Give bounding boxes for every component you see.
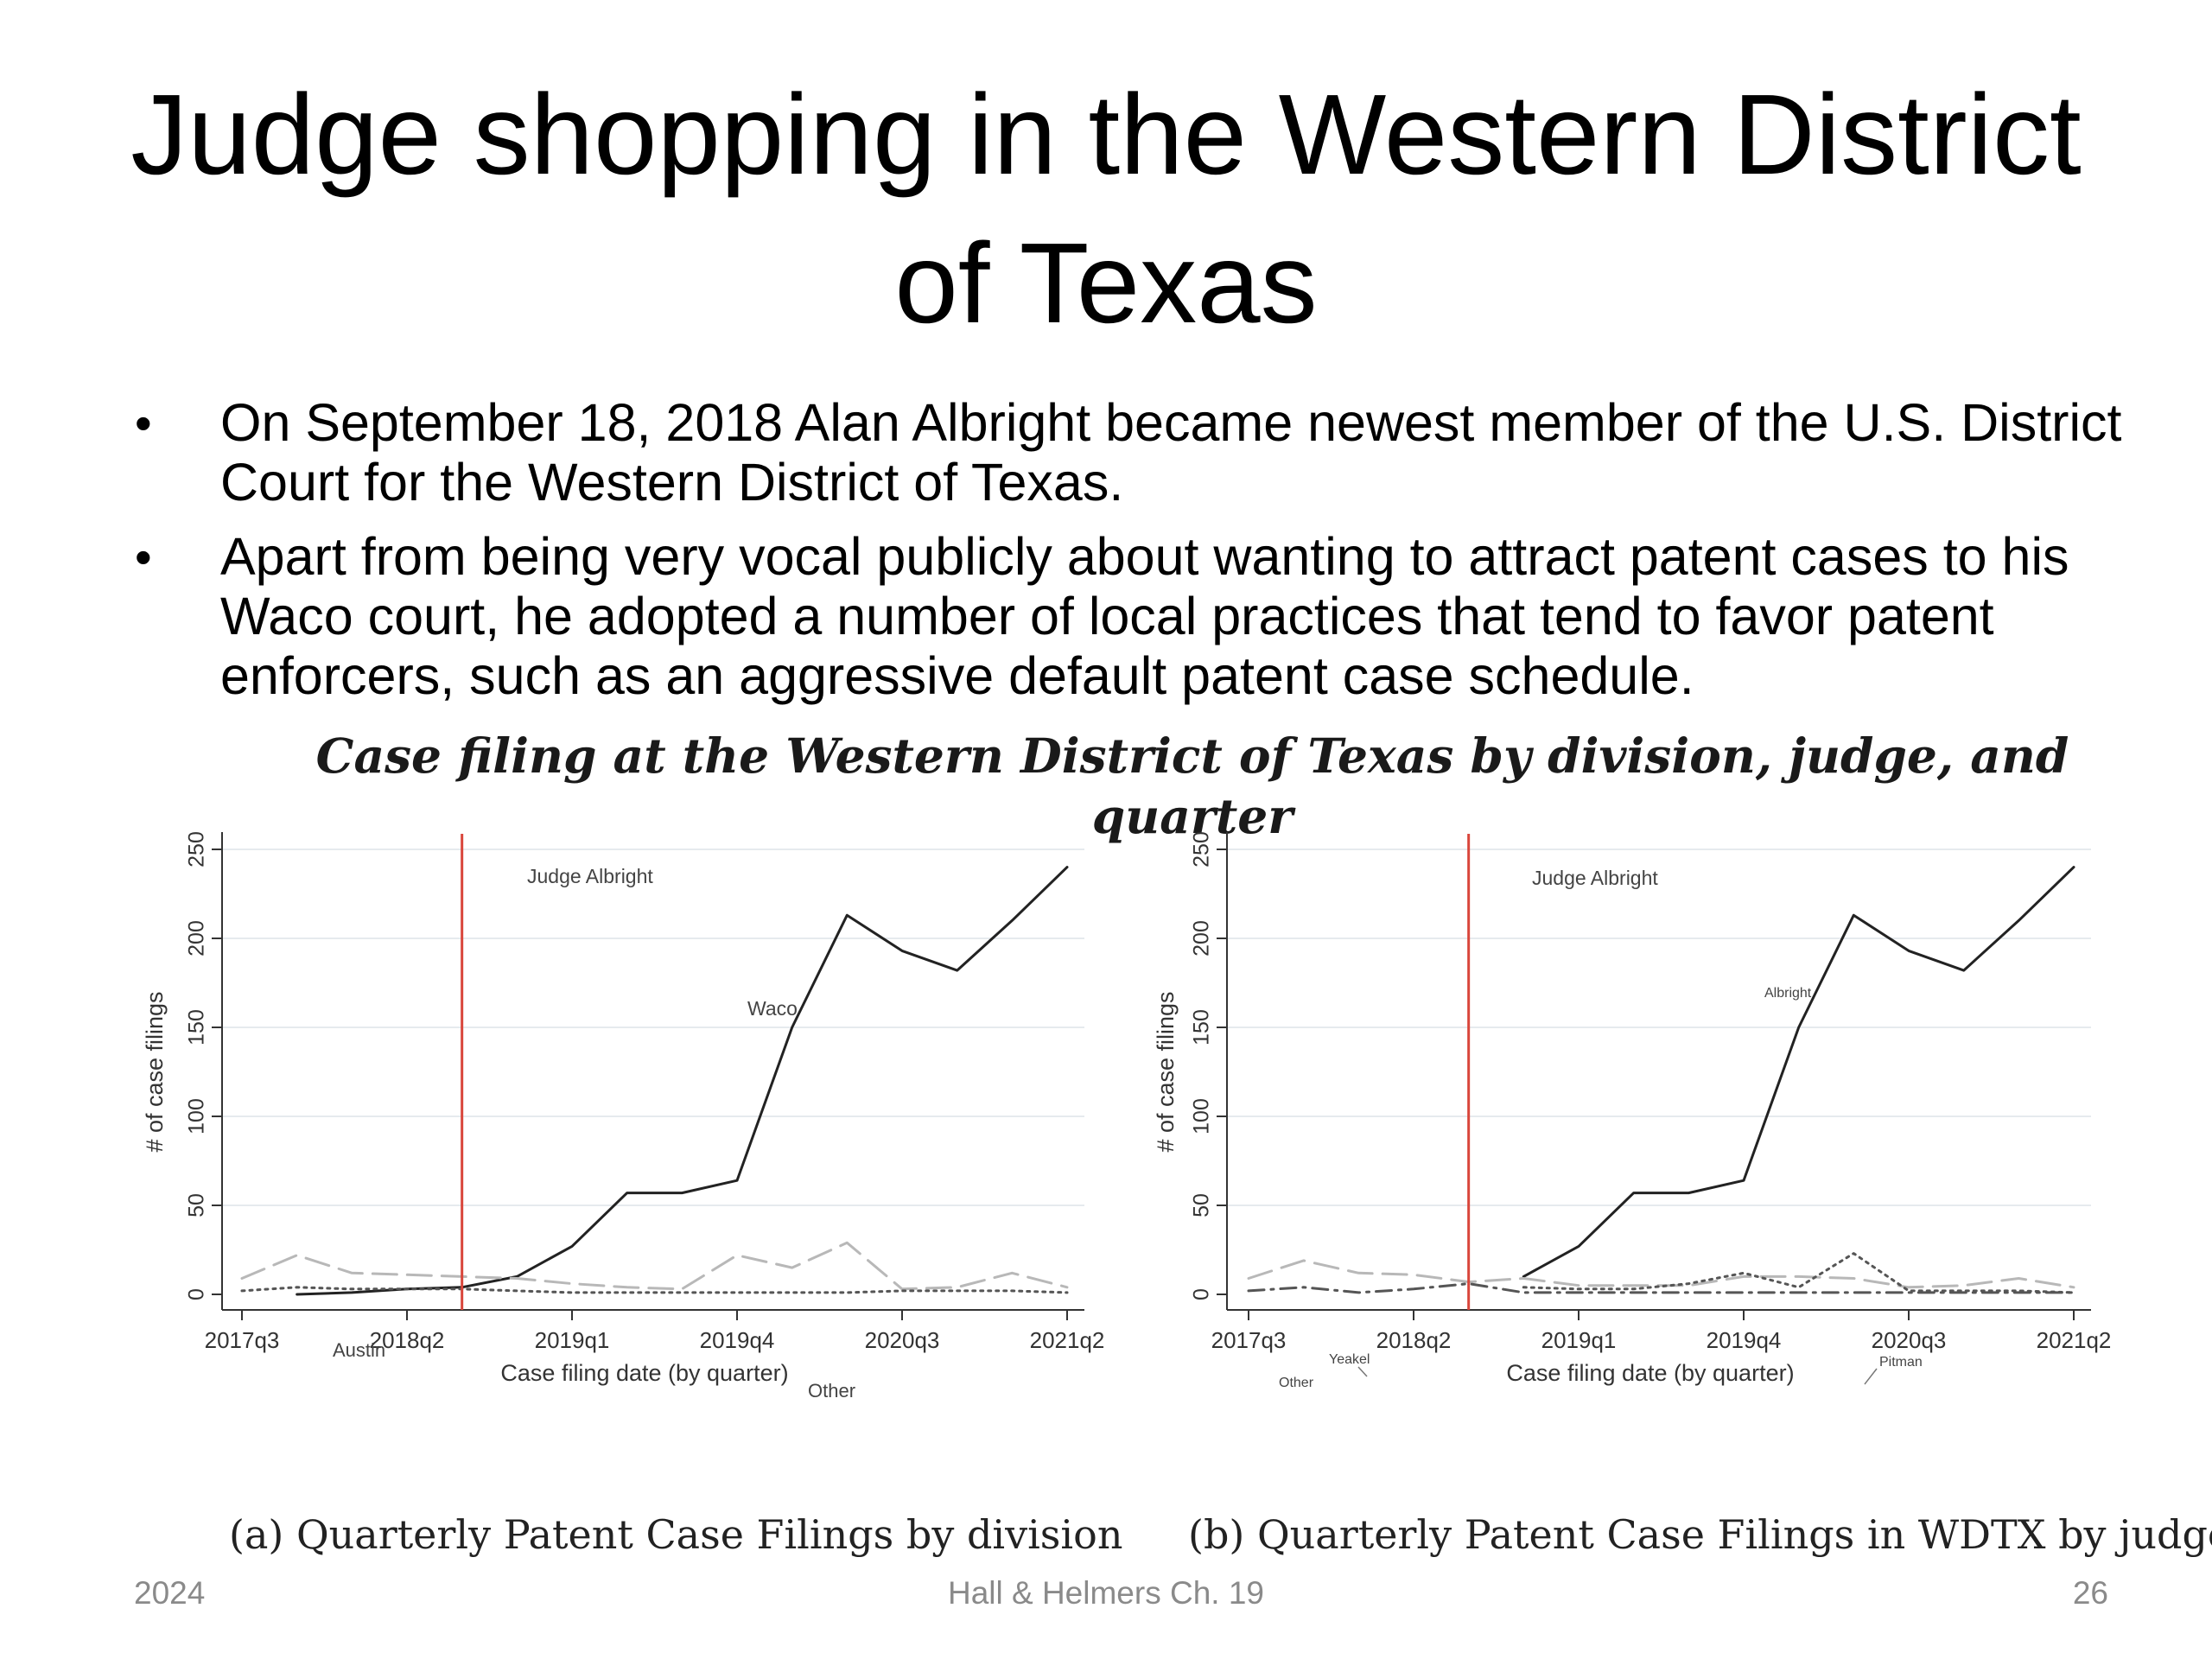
x-tick-label: 2017q3 [1211,1327,1287,1353]
x-tick-label: 2019q4 [700,1327,775,1353]
y-tick-label: 0 [1190,1288,1214,1300]
y-axis-label: # of case filings [1153,991,1179,1152]
bullet-text: On September 18, 2018 Alan Albright beca… [220,393,2122,512]
x-axis-label: Case filing date (by quarter) [1506,1360,1794,1386]
y-tick-label: 200 [1190,920,1214,957]
x-tick-label: 2018q2 [370,1327,445,1353]
y-tick-label: 200 [185,920,209,957]
series-annotation: Austin [333,1339,385,1361]
y-tick-label: 100 [185,1098,209,1135]
series-line-pitman [1522,1252,2075,1294]
x-axis-label: Case filing date (by quarter) [500,1360,788,1386]
series-annotation: Yeakel [1329,1352,1370,1367]
figure-caption: Case filing at the Western District of T… [315,728,2069,844]
footer-title: Hall & Helmers Ch. 19 [947,1575,1264,1611]
y-tick-label: 150 [1190,1009,1214,1046]
y-tick-label: 150 [185,1009,209,1046]
chart-caption-judge: (b) Quarterly Patent Case Filings in WDT… [1188,1511,2212,1558]
chart-division: 0 50 100 150 200 250 2017q3 2018q2 2019q1 2019q4 2… [142,831,1104,1402]
x-tick-label: 2018q2 [1376,1327,1452,1353]
series-annotation: Judge Albright [1532,867,1658,889]
chart-judge: 0 50 100 150 200 250 2017q3 2018q2 2019q1 2019q4 2… [1153,831,2112,1390]
series-line-yeakel [1247,1259,2075,1289]
footer-date: 2024 [134,1575,206,1611]
y-tick-label: 50 [185,1193,209,1217]
x-tick-label: 2019q1 [1541,1327,1617,1353]
chart-panel-division: 0 50 100 150 200 250 2017q3 2018q2 2019q1 2019q4 2… [121,821,1104,1512]
y-tick-label: 250 [1190,831,1214,868]
y-tick-label: 0 [185,1288,209,1300]
footer-page-number: 26 [2072,1575,2108,1611]
x-tick-label: 2019q4 [1707,1327,1782,1353]
series-annotation: Judge Albright [527,865,653,887]
series-line-albright [1522,866,2075,1278]
y-tick-label: 250 [185,831,209,868]
bullet-symbol: • [135,396,152,450]
series-annotation: Pitman [1879,1355,1923,1370]
x-tick-label: 2017q3 [205,1327,280,1353]
bullet-text: Apart from being very vocal publicly abo… [220,527,2069,705]
x-tick-label: 2021q2 [1030,1327,1105,1353]
series-annotation: Other [808,1380,855,1402]
x-tick-label: 2020q3 [865,1327,940,1353]
chart-panel-judge: 0 50 100 150 200 250 2017q3 2018q2 2019q1 2019q4 2… [1132,821,2117,1512]
series-line-other [240,1286,1069,1294]
chart-caption-division: (a) Quarterly Patent Case Filings by div… [229,1511,1123,1558]
slide-title: Judge shopping in the Western District o… [130,71,2082,346]
x-tick-label: 2019q1 [535,1327,610,1353]
bullet-list: • On September 18, 2018 Alan Albright be… [130,393,2134,721]
series-line-other [1247,1282,2075,1294]
series-line-austin [240,1241,1069,1291]
series-line-waco [296,866,1069,1296]
series-annotation: Waco [747,997,798,1020]
x-tick-label: 2020q3 [1872,1327,1947,1353]
annotation-leader [1864,1368,1878,1385]
series-annotation: Other [1279,1376,1314,1390]
bullet-symbol: • [135,530,152,584]
bullet-item: • Apart from being very vocal publicly a… [130,527,2134,706]
x-tick-label: 2021q2 [2037,1327,2112,1353]
y-tick-label: 50 [1190,1193,1214,1217]
bullet-item: • On September 18, 2018 Alan Albright be… [130,393,2134,512]
y-tick-label: 100 [1190,1098,1214,1135]
y-axis-label: # of case filings [142,991,168,1152]
annotation-leader [1357,1366,1368,1377]
series-annotation: Albright [1764,986,1812,1001]
